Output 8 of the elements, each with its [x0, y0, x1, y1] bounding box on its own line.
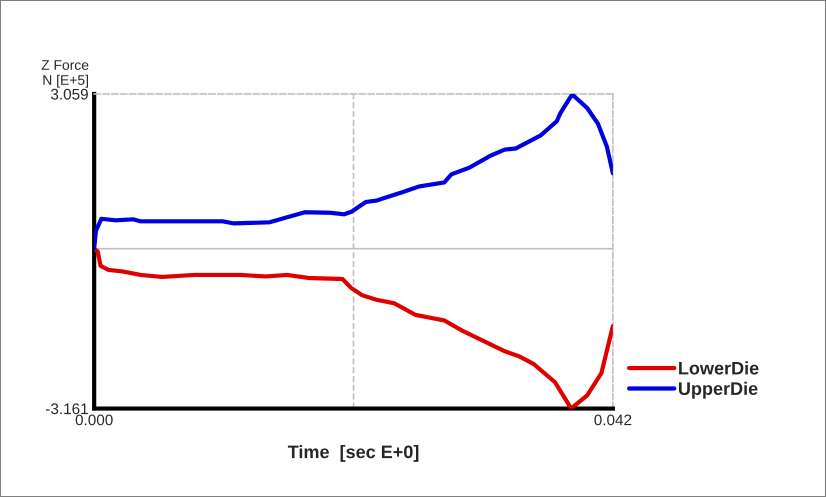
y-tick-label: -3.161 — [46, 403, 88, 414]
legend-label: LowerDie — [679, 361, 759, 375]
x-tick-label: 0.000 — [76, 414, 113, 426]
x-tick-label: 0.042 — [594, 414, 632, 426]
y-axis-title: Z Force N [E+5] — [42, 60, 88, 88]
y-tick-label: 3.059 — [50, 88, 88, 100]
legend-label: UpperDie — [678, 382, 758, 399]
x-axis-title: Time [sec E+0] — [288, 445, 418, 462]
